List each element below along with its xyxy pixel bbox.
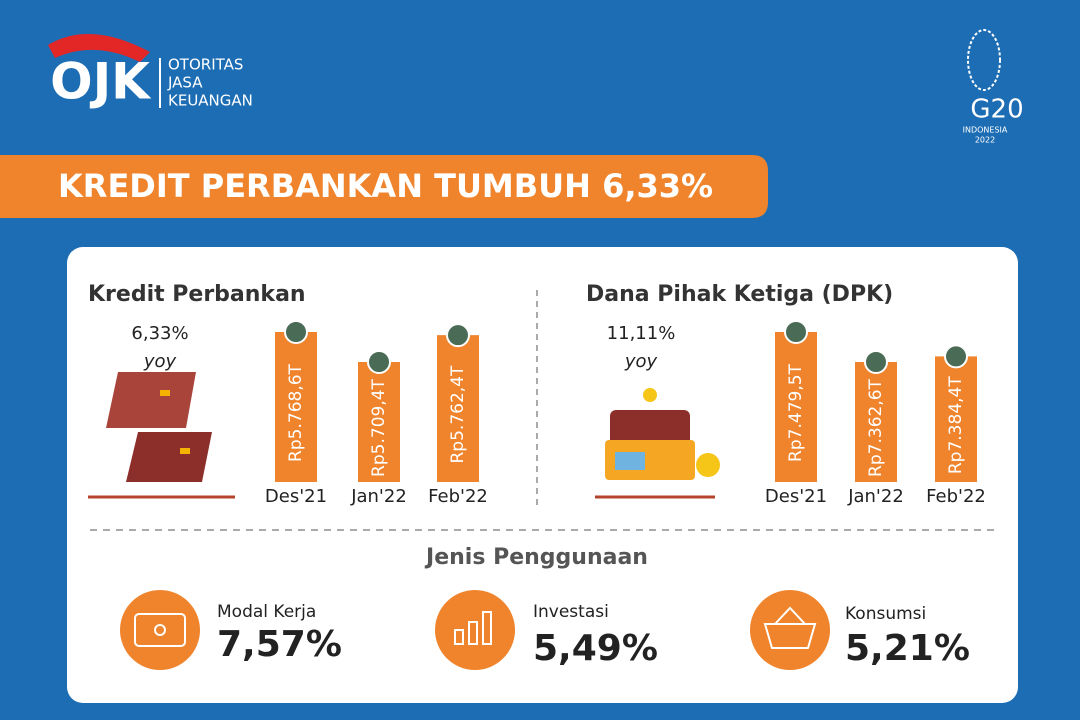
category-label: Feb'22 bbox=[428, 486, 488, 507]
value-label: Rp7.479,5T bbox=[786, 363, 806, 461]
bar bbox=[935, 356, 977, 482]
usage-title: Jenis Penggunaan bbox=[424, 545, 648, 570]
logo-line: JASA bbox=[167, 74, 203, 92]
bar-cap bbox=[864, 350, 888, 374]
card-illustration bbox=[88, 372, 235, 499]
logo-text: OJK bbox=[50, 53, 152, 111]
value-label: Rp5.768,6T bbox=[286, 363, 306, 461]
category-label: Jan'22 bbox=[350, 486, 407, 507]
logo-flag bbox=[48, 34, 150, 62]
chart-title: Dana Pihak Ketiga (DPK) bbox=[586, 282, 893, 307]
g20-text: G20 bbox=[970, 95, 1023, 125]
bar bbox=[775, 332, 817, 482]
value-label: Rp5.762,4T bbox=[448, 365, 468, 463]
value-label: Rp7.384,4T bbox=[946, 376, 966, 474]
bar-cap bbox=[284, 320, 308, 344]
value-label: Rp5.709,4T bbox=[369, 378, 389, 476]
bar-cap bbox=[367, 350, 391, 374]
g20-emblem bbox=[967, 29, 1001, 91]
icon-investasi bbox=[435, 590, 515, 670]
usage-label: Investasi bbox=[533, 602, 609, 622]
title-banner bbox=[0, 155, 768, 218]
bar-cap bbox=[784, 320, 808, 344]
logo-line: OTORITAS bbox=[168, 56, 243, 74]
usage-value: 5,21% bbox=[845, 628, 970, 669]
logo-line: KEUANGAN bbox=[168, 92, 253, 110]
growth-sub: yoy bbox=[624, 351, 658, 372]
g20-line: 2022 bbox=[975, 136, 995, 145]
category-label: Des'21 bbox=[765, 486, 827, 507]
chart-title: Kredit Perbankan bbox=[88, 282, 306, 307]
bar bbox=[358, 362, 400, 482]
wallet-illustration bbox=[595, 388, 720, 499]
usage-value: 5,49% bbox=[533, 628, 658, 669]
title: KREDIT PERBANKAN TUMBUH 6,33% bbox=[58, 167, 713, 205]
bar-cap bbox=[446, 323, 470, 348]
icon-modal bbox=[120, 590, 200, 670]
usage-label: Konsumsi bbox=[845, 604, 926, 624]
g20-line: INDONESIA bbox=[963, 126, 1008, 135]
category-label: Des'21 bbox=[265, 486, 327, 507]
usage-value: 7,57% bbox=[217, 624, 342, 665]
category-label: Feb'22 bbox=[926, 486, 986, 507]
value-label: Rp7.362,6T bbox=[866, 378, 886, 476]
growth-annotation: 6,33% bbox=[131, 323, 188, 344]
bar bbox=[437, 335, 479, 482]
icon-konsumsi bbox=[750, 590, 830, 670]
usage-label: Modal Kerja bbox=[217, 602, 316, 622]
category-label: Jan'22 bbox=[847, 486, 904, 507]
growth-sub: yoy bbox=[143, 351, 177, 372]
bar bbox=[275, 332, 317, 482]
bar bbox=[855, 362, 897, 482]
bar-cap bbox=[944, 344, 968, 369]
growth-annotation: 11,11% bbox=[607, 323, 676, 344]
